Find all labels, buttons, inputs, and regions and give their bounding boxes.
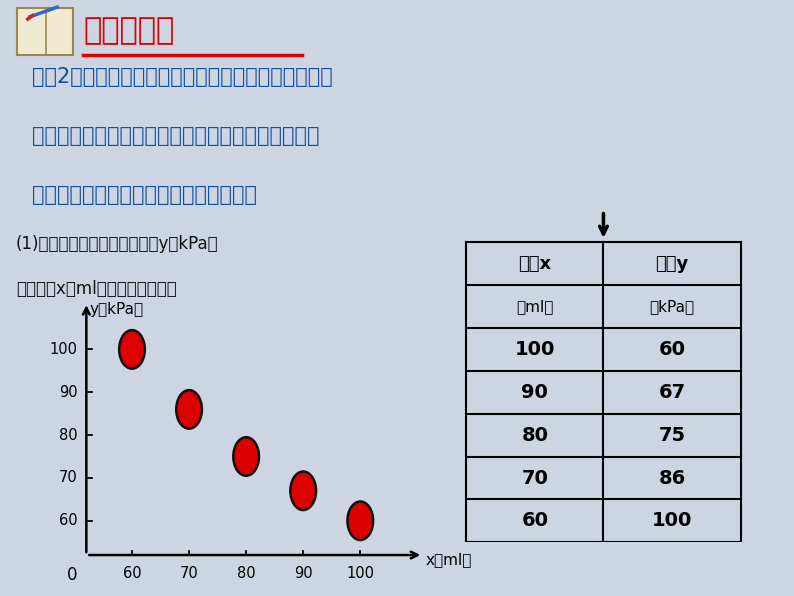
- Text: 90: 90: [294, 566, 313, 581]
- Text: 70: 70: [522, 468, 549, 488]
- Text: 75: 75: [658, 426, 685, 445]
- Ellipse shape: [233, 437, 259, 476]
- Text: 100: 100: [652, 511, 692, 530]
- Text: （kPa）: （kPa）: [649, 299, 695, 314]
- Text: 100: 100: [515, 340, 555, 359]
- Text: (1)请根据表中的数据求出压强y（kPa）: (1)请根据表中的数据求出压强y（kPa）: [16, 235, 218, 253]
- Text: 压强y: 压强y: [655, 254, 688, 273]
- Ellipse shape: [119, 330, 145, 369]
- Text: 80: 80: [60, 427, 78, 443]
- Text: 67: 67: [658, 383, 685, 402]
- Text: y（kPa）: y（kPa）: [89, 302, 144, 317]
- Text: 例题学习：: 例题学习：: [83, 17, 175, 45]
- Text: 100: 100: [50, 342, 78, 357]
- Text: 体积x: 体积x: [518, 254, 551, 273]
- Ellipse shape: [348, 501, 373, 540]
- Text: 90: 90: [60, 385, 78, 400]
- Text: 70: 70: [179, 566, 198, 581]
- Text: 0: 0: [67, 566, 77, 583]
- Text: x（ml）: x（ml）: [426, 552, 472, 567]
- Text: 90: 90: [522, 383, 549, 402]
- Text: 地对汽缸顶部的活塞加压。测出每一次加压后缸内气: 地对汽缸顶部的活塞加压。测出每一次加压后缸内气: [32, 126, 319, 146]
- Text: 60: 60: [123, 566, 141, 581]
- Text: 体的体积和气积对汽缸壁所产生的压强。: 体的体积和气积对汽缸壁所产生的压强。: [32, 185, 256, 205]
- FancyBboxPatch shape: [17, 8, 73, 55]
- Ellipse shape: [176, 390, 202, 429]
- Text: 86: 86: [658, 468, 686, 488]
- Text: 60: 60: [522, 511, 549, 530]
- Text: 关于体积x（ml）的函数关系式；: 关于体积x（ml）的函数关系式；: [16, 280, 176, 297]
- Ellipse shape: [291, 471, 316, 510]
- Text: 80: 80: [237, 566, 256, 581]
- Text: （ml）: （ml）: [516, 299, 553, 314]
- Text: 100: 100: [346, 566, 374, 581]
- Text: 《例2》如图，在温度不变的条件下，通过一次又一次: 《例2》如图，在温度不变的条件下，通过一次又一次: [32, 67, 333, 88]
- Text: 60: 60: [658, 340, 685, 359]
- Text: 80: 80: [522, 426, 549, 445]
- Text: 60: 60: [60, 513, 78, 528]
- Text: 70: 70: [59, 470, 78, 485]
